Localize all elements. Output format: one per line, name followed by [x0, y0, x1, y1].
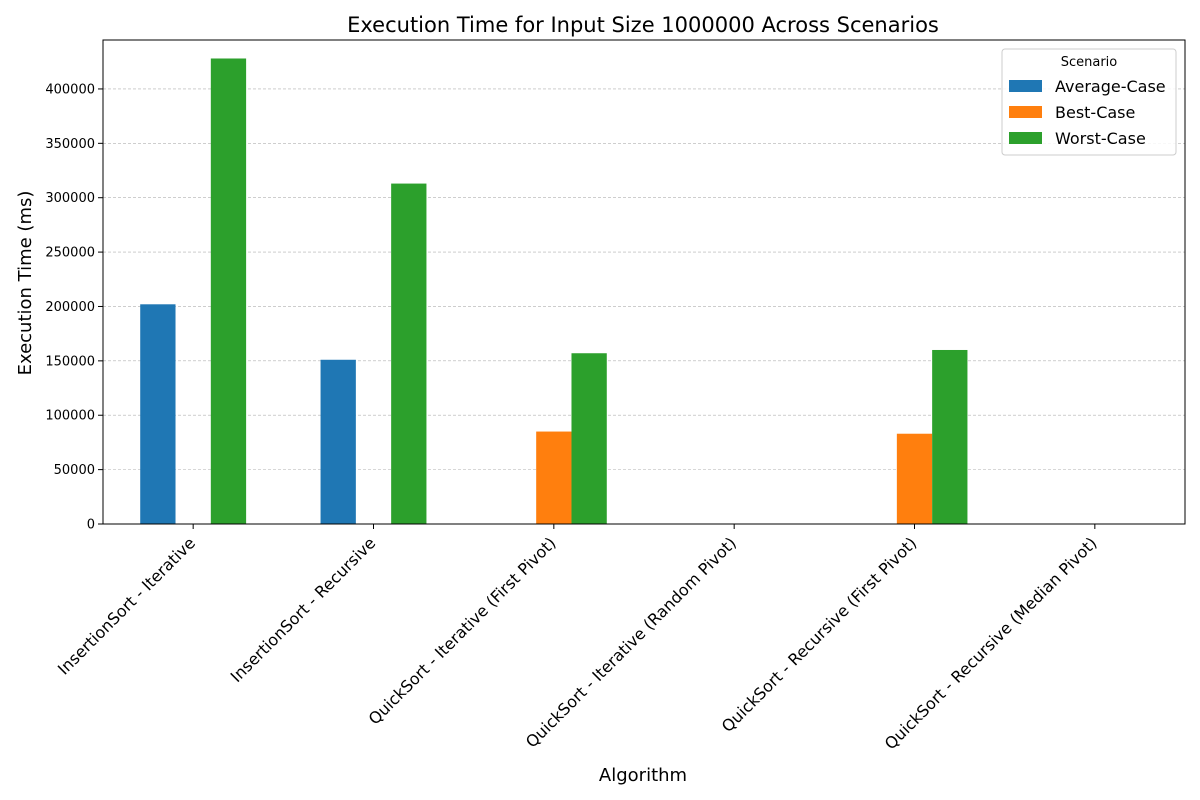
plot-area-frame	[102, 39, 1186, 525]
legend-label: Worst-Case	[1055, 129, 1146, 148]
chart-title: Execution Time for Input Size 1000000 Ac…	[347, 13, 939, 37]
y-tick-label: 50000	[54, 463, 95, 478]
y-tick-label: 400000	[45, 82, 95, 97]
bar-best-case	[896, 433, 933, 524]
bar-worst-case	[210, 58, 247, 524]
bar-worst-case	[391, 183, 427, 524]
y-tick-label: 250000	[45, 246, 95, 261]
y-tick-label: 300000	[45, 191, 95, 206]
legend-swatch	[1009, 106, 1042, 118]
legend-items: Average-Case Best-Case Worst-Case	[1009, 77, 1166, 148]
x-axis-title: Algorithm	[599, 765, 687, 786]
bars	[140, 58, 968, 524]
y-axis: 0 50000 100000 150000 200000 250000 300000 3500…	[45, 82, 103, 533]
y-tick-label: 0	[87, 518, 95, 533]
y-tick-label: 150000	[45, 354, 95, 369]
y-tick-label: 350000	[45, 137, 95, 152]
y-axis-title: Execution Time (ms)	[15, 191, 36, 376]
y-tick-label: 200000	[45, 300, 95, 315]
legend-label: Average-Case	[1055, 77, 1166, 96]
bar-worst-case	[571, 353, 607, 524]
bar-best-case	[536, 431, 572, 524]
bar-average-case	[140, 304, 176, 524]
legend-box	[1001, 48, 1177, 156]
legend: Scenario Average-Case Best-Case Worst-Case	[1001, 48, 1177, 156]
legend-swatch	[1009, 80, 1042, 92]
bar-average-case	[320, 359, 356, 524]
y-tick-label: 100000	[45, 409, 95, 424]
bar-worst-case	[932, 349, 968, 524]
legend-title: Scenario	[1061, 55, 1118, 70]
legend-label: Best-Case	[1055, 103, 1135, 122]
legend-swatch	[1009, 132, 1042, 144]
